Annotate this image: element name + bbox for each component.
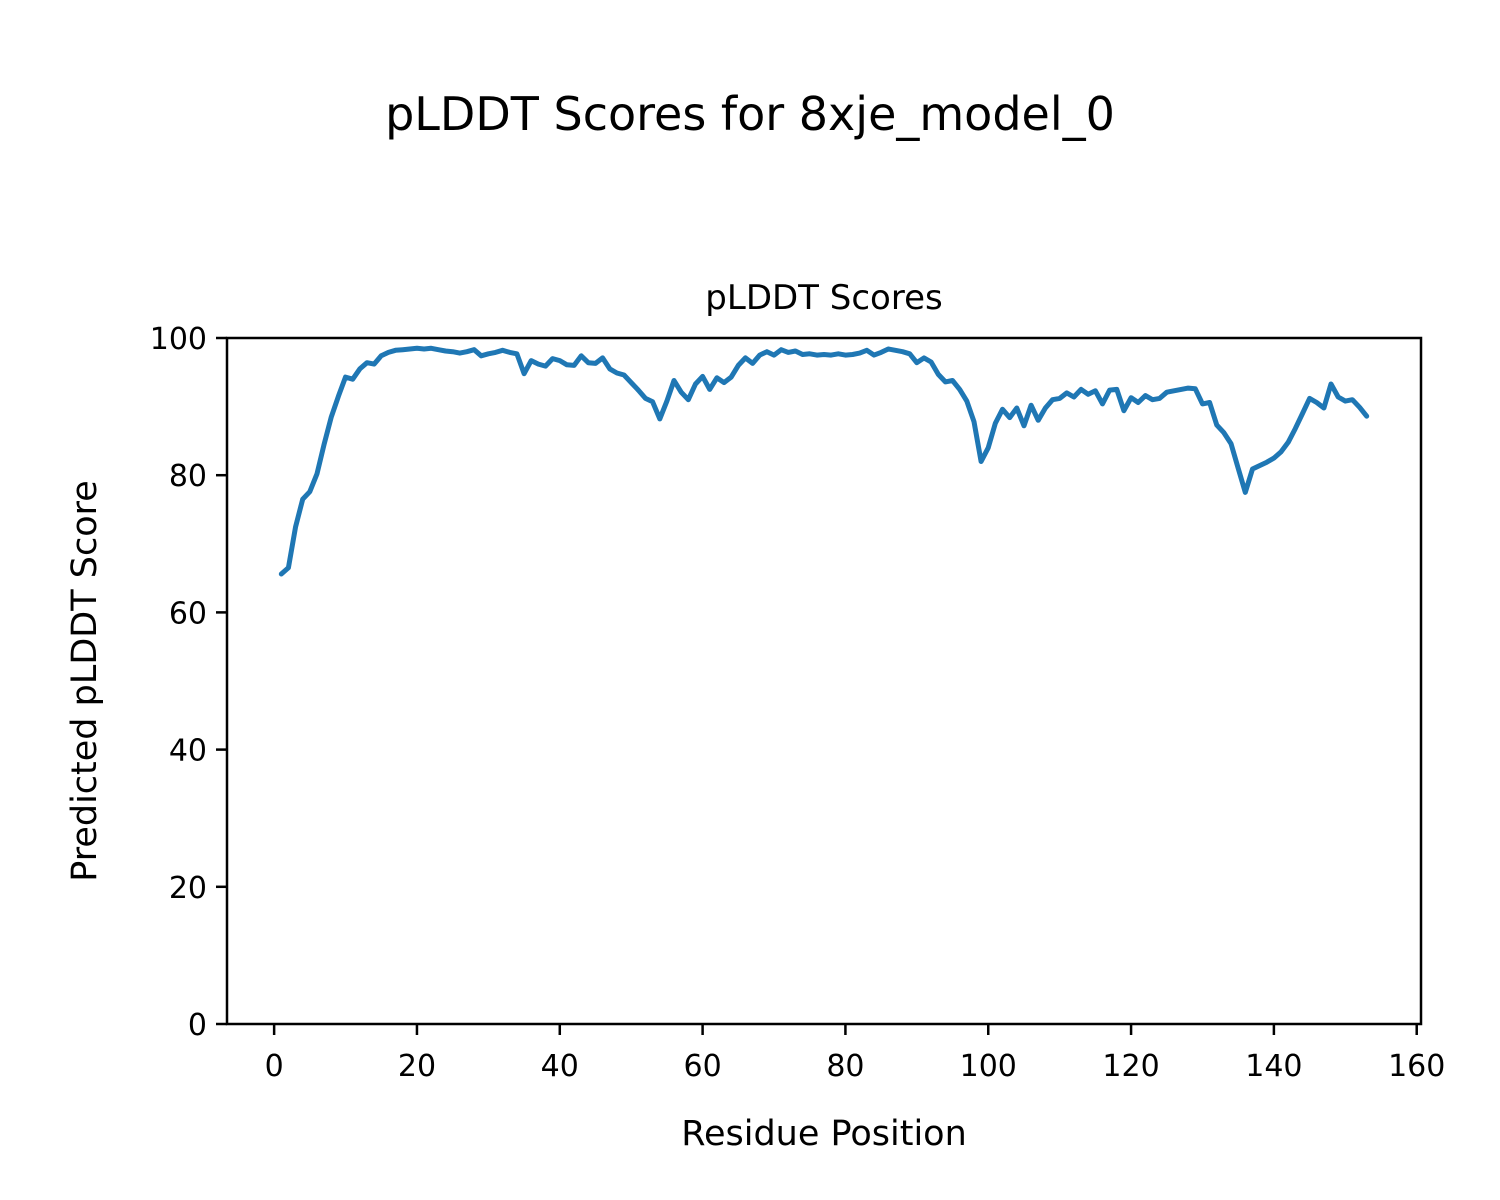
y-tick-label: 20 (169, 871, 207, 906)
x-tick-label: 100 (960, 1049, 1017, 1084)
plddt-line (278, 345, 1370, 577)
y-tick-label: 100 (150, 322, 207, 357)
y-tick-label: 0 (188, 1008, 207, 1043)
x-tick-label: 160 (1388, 1049, 1445, 1084)
x-tick-label: 40 (541, 1049, 579, 1084)
y-tick-label: 80 (169, 459, 207, 494)
figure-suptitle: pLDDT Scores for 8xje_model_0 (385, 87, 1115, 141)
x-axis-label: Residue Position (681, 1114, 967, 1154)
x-tick-label: 0 (265, 1049, 284, 1084)
x-tick-label: 20 (398, 1049, 436, 1084)
x-tick-label: 80 (826, 1049, 864, 1084)
y-tick-label: 40 (169, 734, 207, 769)
x-tick-label: 120 (1102, 1049, 1159, 1084)
plot-spines (225, 336, 1423, 1026)
x-tick-label: 140 (1245, 1049, 1302, 1084)
axes-title: pLDDT Scores (705, 278, 943, 318)
x-tick-label: 60 (684, 1049, 722, 1084)
y-tick-label: 60 (169, 596, 207, 631)
